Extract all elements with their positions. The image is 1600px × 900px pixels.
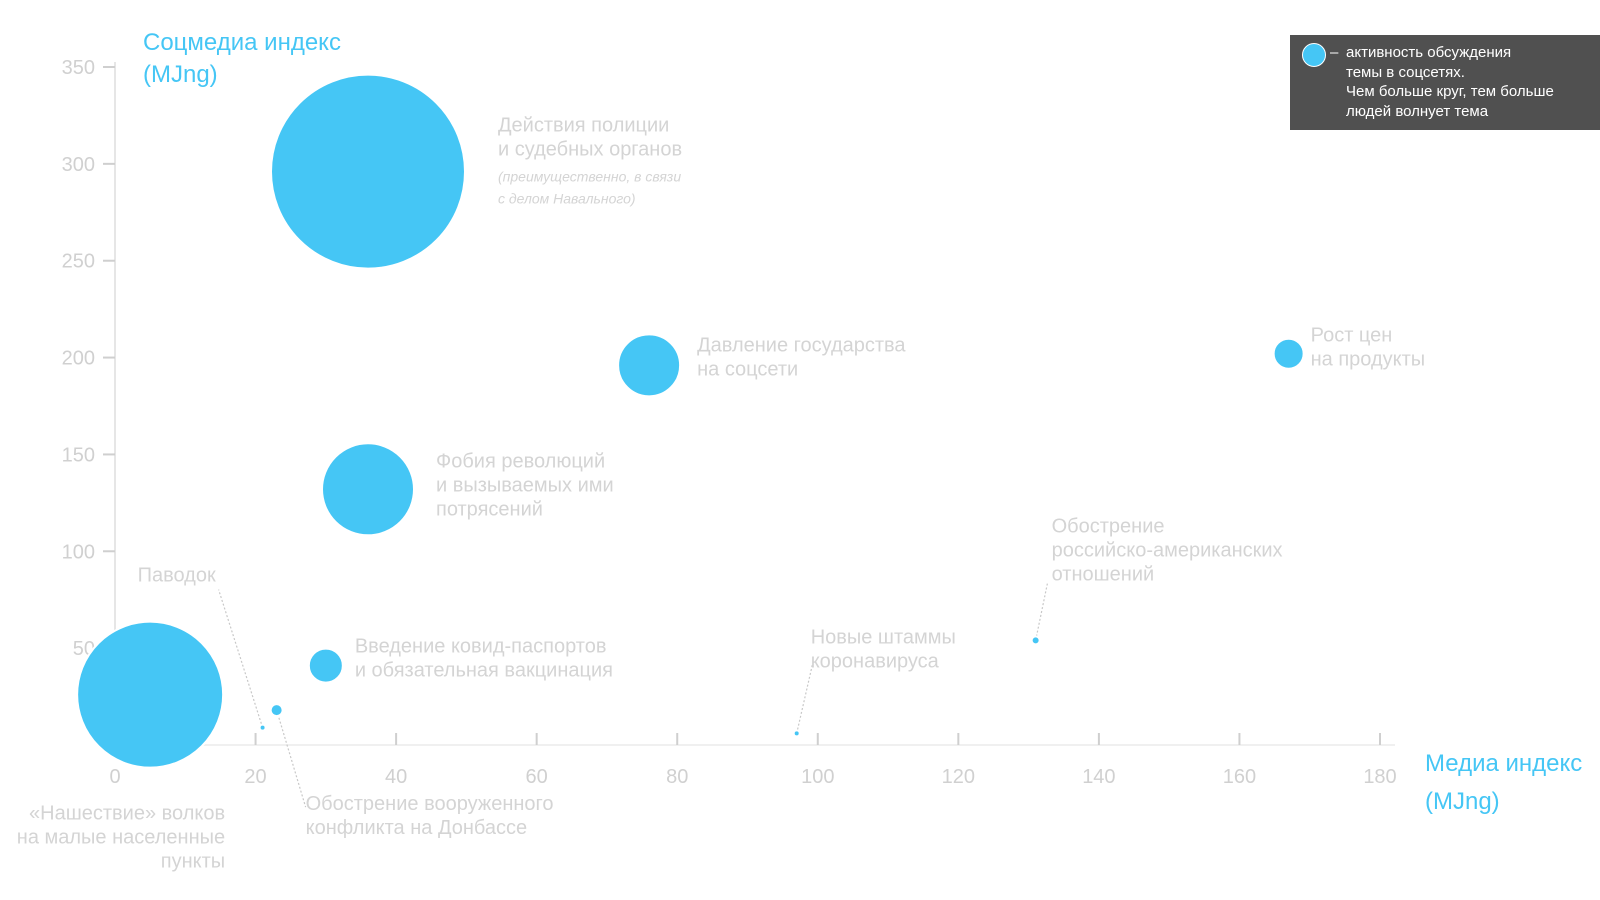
bubble-label: Фобия революций и вызываемых ими потрясени… [436,450,614,520]
bubble [1272,337,1305,370]
bubble-label-line: российско-американских [1052,539,1283,561]
leader-line [218,589,264,728]
bubble-label-line: Фобия революций [436,450,605,472]
bubble [1030,635,1041,646]
bubble-label: Обострение вооруженного конфликта на Донб… [306,793,554,839]
legend-dash: – [1330,44,1339,61]
x-tick-label: 100 [801,766,834,788]
x-tick-label: 160 [1223,766,1256,788]
bubble-label: Рост цен на продукты [1311,325,1426,371]
bubble-label: Обострение российско-американских отношени… [1052,515,1283,585]
y-tick-label: 100 [62,541,95,563]
bubble [270,73,466,270]
bubble-label-line: отношений [1052,563,1155,585]
y-tick-label: 350 [62,57,95,79]
bubble-label: Введение ковид-паспортов и обязательная в… [355,636,613,682]
legend-line: людей волнует тема [1346,102,1489,120]
x-axis-title-line: Медиа индекс [1425,750,1582,777]
bubble-label-line: Введение ковид-паспортов [355,636,607,658]
bubble [307,647,344,684]
bubble-label-line: Давление государства [697,334,906,356]
x-tick-label: 40 [385,766,407,788]
x-axis-title: Медиа индекс (MJng) [1425,750,1582,815]
bubble-label-line: Обострение вооруженного [306,793,554,815]
y-tick-label: 250 [62,251,95,273]
x-tick-label: 60 [526,766,548,788]
bubble-label-line: Обострение [1052,515,1165,537]
y-tick-label: 300 [62,154,95,176]
bubble-label-line: на продукты [1311,349,1426,371]
x-tick-label: 20 [244,766,266,788]
bubble-label-line: и судебных органов [498,139,682,161]
bubble-label: Новые штаммы коронавируса [811,626,956,672]
legend-line: активность обсуждения [1346,44,1512,61]
bubble-label-line: и вызываемых ими [436,474,614,496]
bubble-label: Давление государства на соцсети [697,334,906,380]
y-axis-title-line: (MJng) [143,61,218,88]
bubble-label: Паводок [138,565,216,587]
bubble-label-line: «Нашествие» волков [29,803,225,825]
bubble-label: Действия полиции и судебных органов [498,115,682,161]
bubble-label-line: коронавируса [811,650,940,672]
bubbles [76,73,1305,808]
x-axis-title-line: (MJng) [1425,788,1500,815]
bubble-label-line: Паводок [138,565,216,587]
bubble-label-line: пункты [161,851,225,873]
bubble-label-line: потрясений [436,498,543,520]
x-tick-label: 140 [1082,766,1115,788]
bubble-label-line: и обязательная вакцинация [355,660,613,682]
bubble-label-line: на малые населенные [17,827,225,849]
leader-line [796,663,814,734]
x-tick-label: 180 [1363,766,1396,788]
bubble-note-line: (преимущественно, в связи [498,169,681,185]
y-tick-label: 150 [62,444,95,466]
legend-bubble-icon [1302,43,1326,67]
x-tick-label: 120 [942,766,975,788]
bubble [269,703,284,718]
y-axis-title: Соцмедиа индекс (MJng) [143,29,341,88]
bubble-note-line: с делом Навального) [498,191,636,207]
leader-line [1035,582,1049,641]
bubble-labels: Действия полиции и судебных органов (преим… [17,115,1425,873]
bubble [617,333,682,398]
bubble-label: «Нашествие» волков на малые населенные пун… [17,803,225,873]
bubble [792,729,801,738]
y-axis-title-line: Соцмедиа индекс [143,29,341,56]
legend: – активность обсуждения темы в соцсетях.… [1290,35,1600,130]
bubble-note: (преимущественно, в связи с делом Навальн… [498,169,681,207]
bubble-label-line: конфликта на Донбассе [306,817,528,839]
bubble-label-line: Новые штаммы [811,626,956,648]
bubble [321,442,415,537]
x-tick-label: 80 [666,766,688,788]
leader-line [276,709,307,808]
bubble-label-line: на соцсети [697,358,798,380]
bubble [258,723,267,732]
legend-line: темы в соцсетях. [1346,63,1465,81]
bubble-label-line: Действия полиции [498,115,669,137]
bubble-label-line: Рост цен [1311,325,1393,347]
legend-line: Чем больше круг, тем больше [1346,83,1554,100]
bubble [76,620,225,769]
x-tick-label: 0 [109,766,120,788]
y-tick-label: 200 [62,348,95,370]
